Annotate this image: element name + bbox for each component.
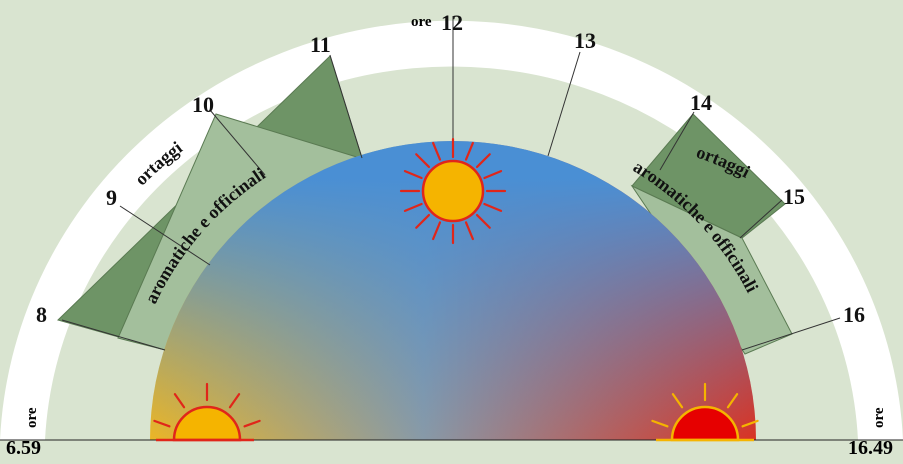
sun-icon	[399, 137, 507, 245]
hour-tick-16	[741, 317, 841, 351]
hour-label-13: 13	[574, 28, 596, 53]
hour-tick-13	[547, 51, 581, 157]
hour-label-10: 10	[192, 92, 214, 117]
hour-tick-lines	[61, 16, 841, 351]
noon-ore-label: ore	[411, 14, 432, 30]
start-ore-label: ore	[24, 407, 40, 428]
hour-labels: 8 9 10 11 12 13 14 15 16	[36, 10, 865, 327]
hour-label-12: 12	[441, 10, 463, 35]
start-time-label: 6.59	[6, 437, 41, 459]
hour-tick-15	[739, 199, 783, 239]
hour-tick-11	[329, 54, 363, 159]
hour-label-8: 8	[36, 302, 47, 327]
sunset-icon	[651, 382, 759, 442]
hour-tick-10	[209, 109, 266, 176]
end-time-label: 16.49	[848, 437, 893, 459]
hour-tick-8	[61, 319, 166, 351]
hour-label-14: 14	[690, 90, 712, 115]
hour-label-16: 16	[843, 302, 865, 327]
hour-tick-9	[119, 205, 211, 266]
hour-label-11: 11	[310, 32, 331, 57]
sunrise-icon	[153, 382, 261, 442]
hour-label-15: 15	[783, 184, 805, 209]
hour-tick-14	[659, 111, 695, 171]
end-ore-label: ore	[871, 407, 887, 428]
hour-label-9: 9	[106, 185, 117, 210]
